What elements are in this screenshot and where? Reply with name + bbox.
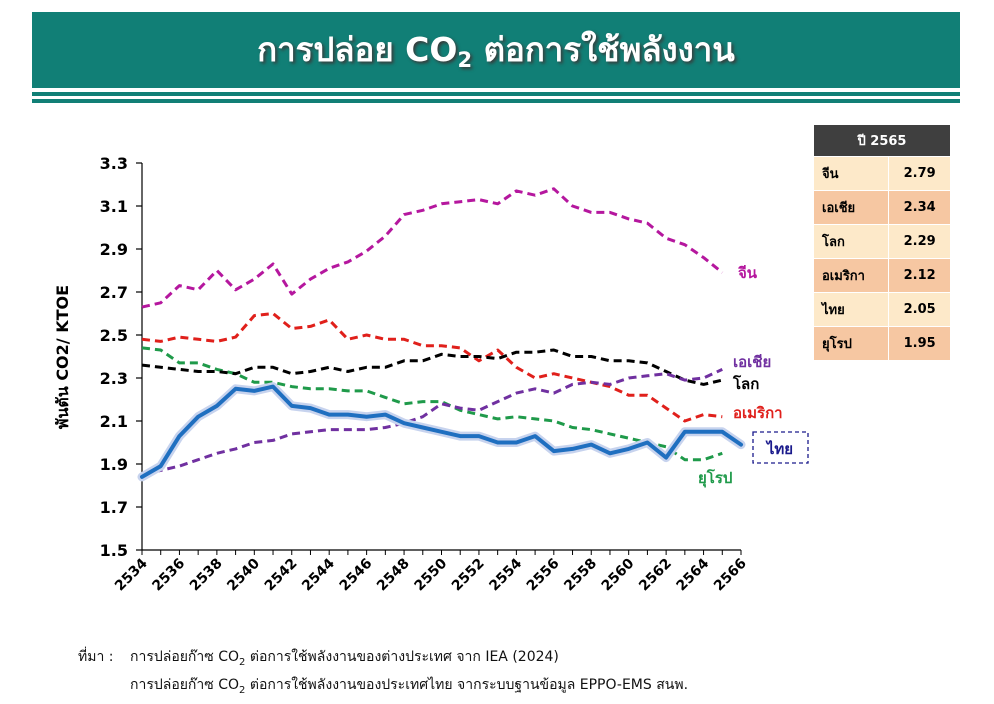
y-tick-label: 2.5: [100, 326, 128, 345]
divider-top: [32, 92, 960, 96]
summary-table: ปี 2565 จีน 2.79 เอเชีย 2.34 โลก 2.29 อเมริ…: [812, 124, 951, 361]
series-label-box-thai: [752, 431, 809, 464]
x-tick-label: 2554: [486, 555, 525, 594]
x-tick-label: 2558: [561, 556, 600, 595]
series-label-thai: ไทย: [765, 439, 793, 458]
series-line-0: [141, 187, 724, 309]
table-row-label: ไทย: [812, 292, 890, 327]
x-tick-label: 2560: [599, 555, 638, 594]
x-tick-label: 2534: [112, 555, 151, 594]
series-label-america: อเมริกา: [733, 404, 783, 422]
table-row-value: 2.29: [888, 224, 951, 259]
x-tick-label: 2550: [411, 555, 450, 594]
x-tick-label: 2542: [262, 556, 301, 595]
chart-axes: 1.51.71.92.12.32.52.72.93.13.32534253625…: [53, 154, 750, 594]
y-tick-label: 2.9: [100, 240, 128, 259]
table-row-value: 2.05: [888, 292, 951, 327]
series-label-europe: ยุโรป: [698, 468, 732, 488]
y-axis-label: พันตัน CO2/ KTOE: [53, 285, 72, 429]
x-tick-label: 2540: [224, 555, 263, 594]
divider-bottom: [32, 99, 960, 103]
x-tick-label: 2556: [524, 556, 563, 595]
table-row: จีน 2.79: [812, 156, 951, 191]
x-tick-label: 2544: [299, 555, 338, 594]
source-line-2-sub: 2: [239, 684, 246, 696]
title-banner: การปล่อย CO2 ต่อการใช้พลังงาน: [32, 12, 960, 88]
y-tick-label: 3.1: [100, 197, 128, 216]
series-line-thai: [140, 384, 743, 479]
x-tick-label: 2566: [711, 556, 750, 595]
source-note: ที่มา : การปล่อยก๊าซ CO2 ต่อการใช้พลังงาน…: [78, 646, 688, 702]
x-tick-label: 2564: [674, 555, 713, 594]
source-line-1-a: การปล่อยก๊าซ CO: [130, 649, 240, 665]
y-tick-label: 2.3: [100, 369, 128, 388]
y-tick-label: 1.9: [100, 455, 128, 474]
table-row-value: 1.95: [888, 326, 951, 361]
source-line-2-b: ต่อการใช้พลังงานของประเทศไทย จากระบบฐานข…: [245, 676, 689, 693]
source-line-1: ที่มา : การปล่อยก๊าซ CO2 ต่อการใช้พลังงาน…: [78, 646, 688, 674]
y-tick-label: 2.1: [100, 412, 128, 431]
series-label-world: โลก: [732, 374, 759, 393]
x-tick-label: 2548: [374, 556, 413, 595]
series-line-2: [141, 348, 723, 386]
y-tick-label: 1.5: [100, 541, 128, 560]
series-line-1: [141, 368, 723, 477]
source-prefix: ที่มา :: [78, 649, 114, 665]
source-line-2: การปล่อยก๊าซ CO2 ต่อการใช้พลังงานของประเ…: [78, 674, 688, 702]
table-row-value: 2.79: [888, 156, 951, 191]
y-tick-label: 2.7: [100, 283, 128, 302]
table-row-label: ยุโรป: [812, 326, 890, 361]
source-line-2-a: การปล่อยก๊าซ CO: [130, 676, 240, 693]
title-text-suffix: ต่อการใช้พลังงาน: [472, 30, 735, 69]
series-label-asia: เอเชีย: [733, 353, 771, 371]
chart-series: [137, 187, 746, 482]
table-row-label: เอเชีย: [812, 190, 890, 225]
source-line-1-sub: 2: [239, 656, 246, 668]
table-row: โลก 2.29: [812, 224, 951, 259]
table-row: อเมริกา 2.12: [812, 258, 951, 293]
x-tick-label: 2562: [636, 556, 675, 595]
table-row-label: อเมริกา: [812, 258, 890, 293]
table-row-value: 2.34: [888, 190, 951, 225]
y-tick-label: 1.7: [100, 498, 128, 517]
x-tick-label: 2552: [449, 556, 488, 595]
title-text-prefix: การปล่อย CO: [257, 30, 458, 69]
page-title: การปล่อย CO2 ต่อการใช้พลังงาน: [32, 12, 960, 88]
table-row: ไทย 2.05: [812, 292, 951, 327]
series-line-3: [141, 312, 723, 423]
source-line-1-b: ต่อการใช้พลังงานของต่างประเทศ จาก IEA (2…: [245, 649, 559, 665]
y-tick-label: 3.3: [100, 154, 128, 173]
table-row-label: โลก: [812, 224, 890, 259]
title-text-subscript: 2: [457, 48, 473, 72]
table-row: เอเชีย 2.34: [812, 190, 951, 225]
series-line-5: [141, 346, 723, 462]
x-tick-label: 2538: [187, 556, 226, 595]
x-tick-label: 2536: [149, 556, 188, 595]
series-label-china: จีน: [738, 264, 758, 282]
summary-table-header: ปี 2565: [813, 124, 951, 157]
table-row-label: จีน: [812, 156, 890, 191]
x-tick-label: 2546: [337, 556, 376, 595]
table-row-value: 2.12: [888, 258, 951, 293]
table-row: ยุโรป 1.95: [812, 326, 951, 361]
